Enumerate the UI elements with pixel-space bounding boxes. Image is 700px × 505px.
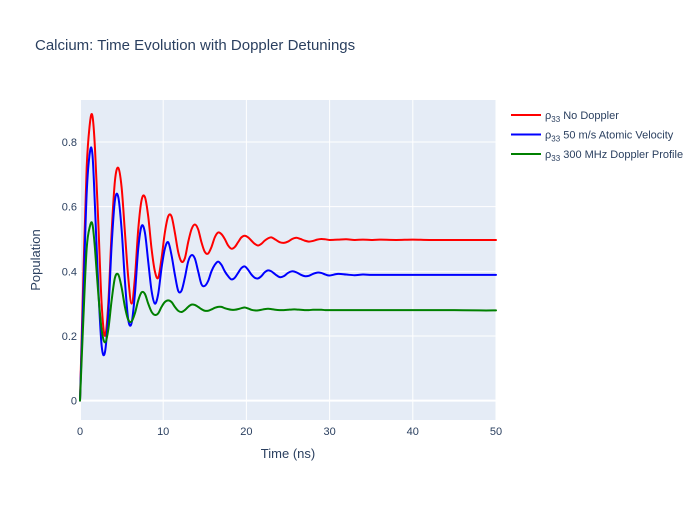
legend-item[interactable]: ρ33 50 m/s Atomic Velocity [511, 130, 674, 144]
x-tick-label: 50 [490, 426, 502, 438]
x-tick-label: 40 [407, 426, 419, 438]
legend-label-rest: No Doppler [560, 110, 619, 122]
x-tick-label: 10 [157, 426, 169, 438]
legend-label: ρ33 300 MHz Doppler Profile [545, 149, 683, 163]
x-tick-label: 30 [323, 426, 335, 438]
chart-title: Calcium: Time Evolution with Doppler Det… [35, 37, 355, 54]
legend-item[interactable]: ρ33 300 MHz Doppler Profile [511, 149, 683, 163]
x-tick-labels: 0 10 20 30 40 50 [77, 426, 502, 438]
y-tick-labels: 0 0.2 0.4 0.6 0.8 [62, 137, 77, 408]
legend-label-rest: 300 MHz Doppler Profile [560, 149, 683, 161]
legend-label-rest: 50 m/s Atomic Velocity [560, 130, 674, 142]
series-layer [79, 113, 497, 402]
legend-item[interactable]: ρ33 No Doppler [511, 110, 619, 124]
y-axis-title: Population [28, 229, 43, 290]
legend-label-main: ρ [545, 149, 551, 161]
legend-label-subscript: 33 [551, 115, 560, 124]
legend-label-subscript: 33 [551, 135, 560, 144]
x-tick-label: 20 [240, 426, 252, 438]
y-tick-label: 0 [71, 396, 77, 408]
legend-label-main: ρ [545, 110, 551, 122]
y-tick-label: 0.4 [62, 266, 77, 278]
series-line-1 [79, 146, 497, 402]
y-tick-label: 0.8 [62, 137, 77, 149]
y-tick-label: 0.6 [62, 202, 77, 214]
y-tick-label: 0.2 [62, 331, 77, 343]
legend-label: ρ33 50 m/s Atomic Velocity [545, 130, 674, 144]
legend-label-subscript: 33 [551, 154, 560, 163]
x-tick-label: 0 [77, 426, 83, 438]
x-axis-title: Time (ns) [261, 446, 315, 461]
series-line-0 [79, 113, 497, 402]
legend-label: ρ33 No Doppler [545, 110, 619, 124]
plot-area [80, 100, 496, 420]
legend-label-main: ρ [545, 130, 551, 142]
series-line-2 [79, 221, 497, 402]
